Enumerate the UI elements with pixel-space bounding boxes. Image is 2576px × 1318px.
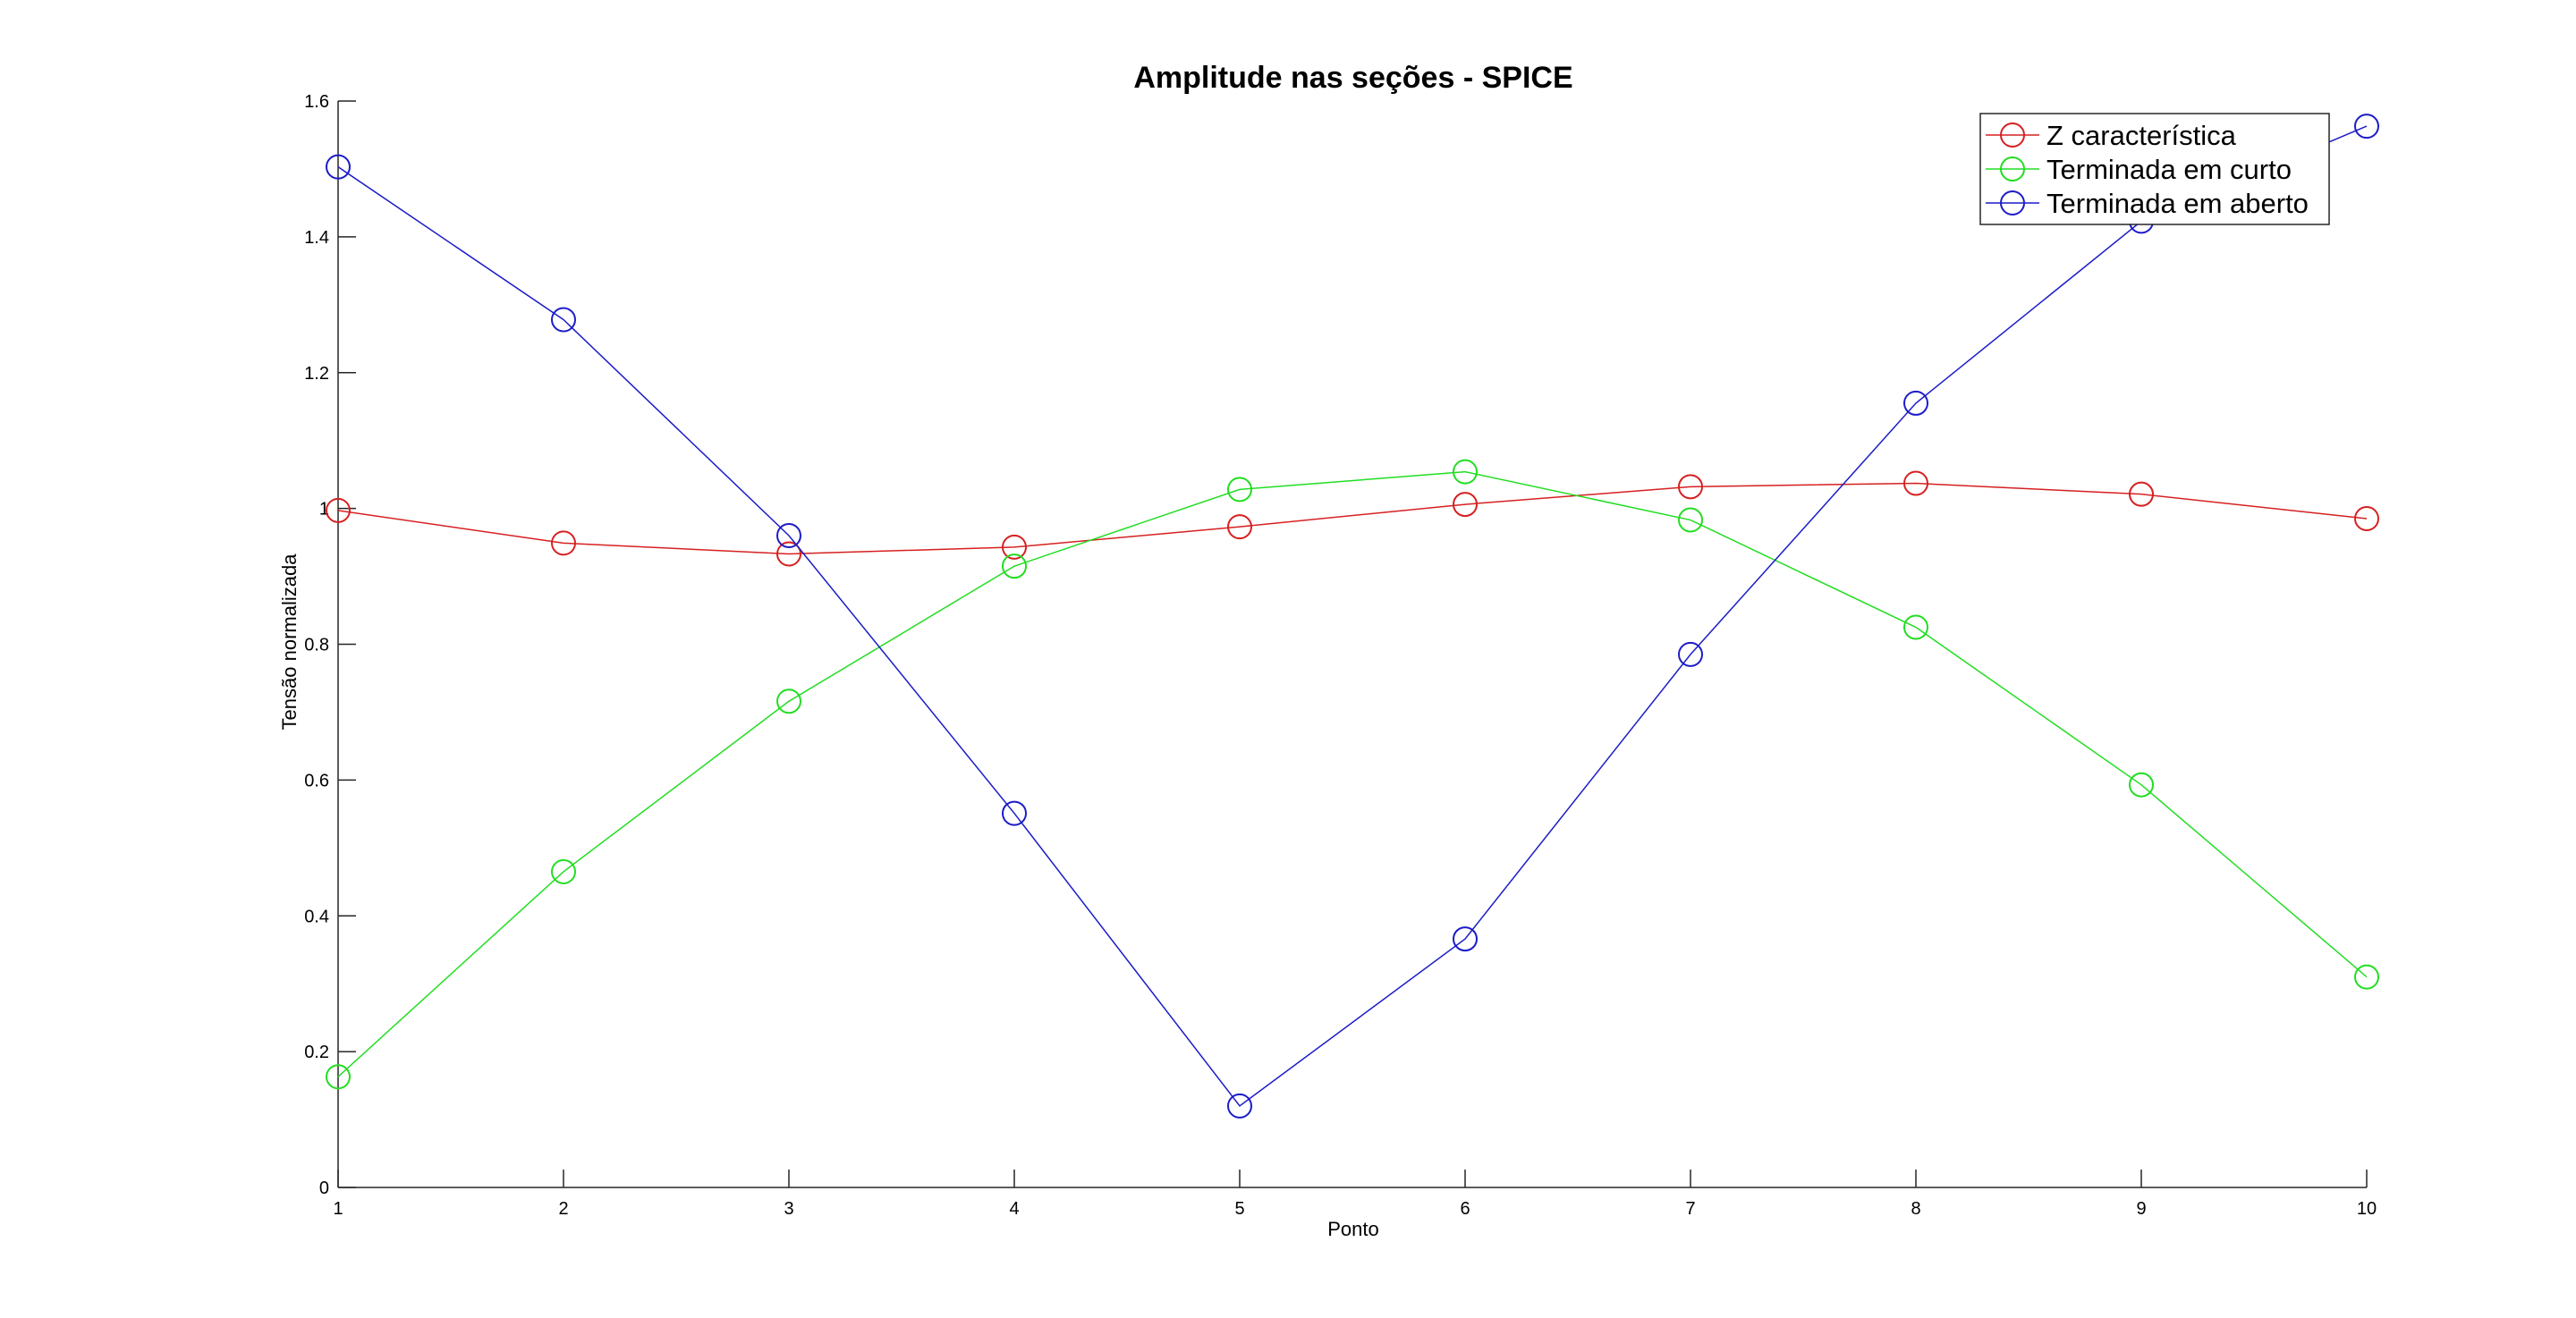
data-point-marker	[1453, 459, 1478, 485]
data-point-marker	[776, 541, 801, 567]
data-point-marker	[1678, 641, 1703, 667]
series-1	[326, 470, 2379, 567]
data-point-marker	[776, 689, 801, 714]
y-tick-label: 1	[319, 500, 329, 520]
data-point-marker	[1678, 474, 1703, 500]
series-layer	[326, 114, 2379, 1119]
data-point-marker	[776, 523, 801, 548]
x-tick-label: 7	[1685, 1199, 1695, 1219]
y-tick-label: 0.4	[304, 907, 329, 926]
data-point-marker	[1002, 800, 1027, 826]
series-2	[326, 459, 2379, 1090]
axes: 1 2 3 4 5 6 7 8 9 10 0 0.2 0.4 0.6 0.8 1 1.2 1.4 1.6	[304, 92, 2377, 1219]
legend-label: Terminada em curto	[2046, 154, 2292, 185]
x-tick-label: 1	[333, 1199, 343, 1219]
x-axis-label: Ponto	[1327, 1218, 1379, 1240]
data-point-marker	[1453, 492, 1478, 518]
data-point-marker	[551, 307, 576, 333]
y-tick-label: 0.2	[304, 1043, 329, 1062]
x-tick-label: 9	[2136, 1199, 2146, 1219]
x-tick-label: 10	[2357, 1199, 2377, 1219]
data-point-marker	[326, 1064, 351, 1090]
x-tick-label: 6	[1460, 1199, 1470, 1219]
data-point-marker	[1903, 390, 1928, 416]
data-point-marker	[1453, 926, 1478, 952]
data-point-marker	[1002, 534, 1027, 560]
y-tick-label: 1.4	[304, 228, 329, 248]
legend-marker	[2000, 156, 2025, 182]
legend-label: Z característica	[2046, 120, 2237, 151]
data-point-marker	[1227, 477, 1252, 503]
data-point-marker	[2129, 772, 2154, 798]
data-point-marker	[2354, 964, 2379, 990]
data-point-marker	[1678, 507, 1703, 533]
y-tick-label: 0.6	[304, 771, 329, 790]
x-tick-label: 5	[1234, 1199, 1244, 1219]
x-tick-label: 3	[784, 1199, 793, 1219]
data-point-marker	[326, 154, 351, 180]
series-line	[337, 470, 2368, 1077]
y-tick-label: 1.2	[304, 364, 329, 384]
series-3	[326, 114, 2379, 1119]
data-point-marker	[1227, 1093, 1252, 1119]
legend-marker	[2000, 123, 2025, 148]
y-tick-label: 1.6	[304, 92, 329, 112]
data-point-marker	[551, 530, 576, 556]
legend-label: Terminada em aberto	[2046, 188, 2309, 219]
data-point-marker	[1903, 470, 1928, 496]
y-axis-label: Tensão normalizada	[278, 553, 301, 731]
y-tick-label: 0.8	[304, 636, 329, 655]
legend-marker	[2000, 190, 2025, 215]
data-point-marker	[2129, 481, 2154, 507]
data-point-marker	[551, 858, 576, 884]
data-point-marker	[2354, 506, 2379, 532]
data-point-marker	[1002, 553, 1027, 579]
data-point-marker	[2354, 114, 2379, 139]
x-tick-label: 4	[1009, 1199, 1019, 1219]
data-point-marker	[326, 497, 351, 523]
series-line	[337, 125, 2368, 1107]
x-tick-label: 2	[558, 1199, 568, 1219]
series-line	[337, 482, 2368, 555]
x-tick-label: 8	[1911, 1199, 1920, 1219]
data-point-marker	[1903, 614, 1928, 640]
chart-title: Amplitude nas seções - SPICE	[1133, 61, 1572, 95]
y-tick-label: 0	[319, 1179, 329, 1198]
data-point-marker	[1227, 514, 1252, 540]
